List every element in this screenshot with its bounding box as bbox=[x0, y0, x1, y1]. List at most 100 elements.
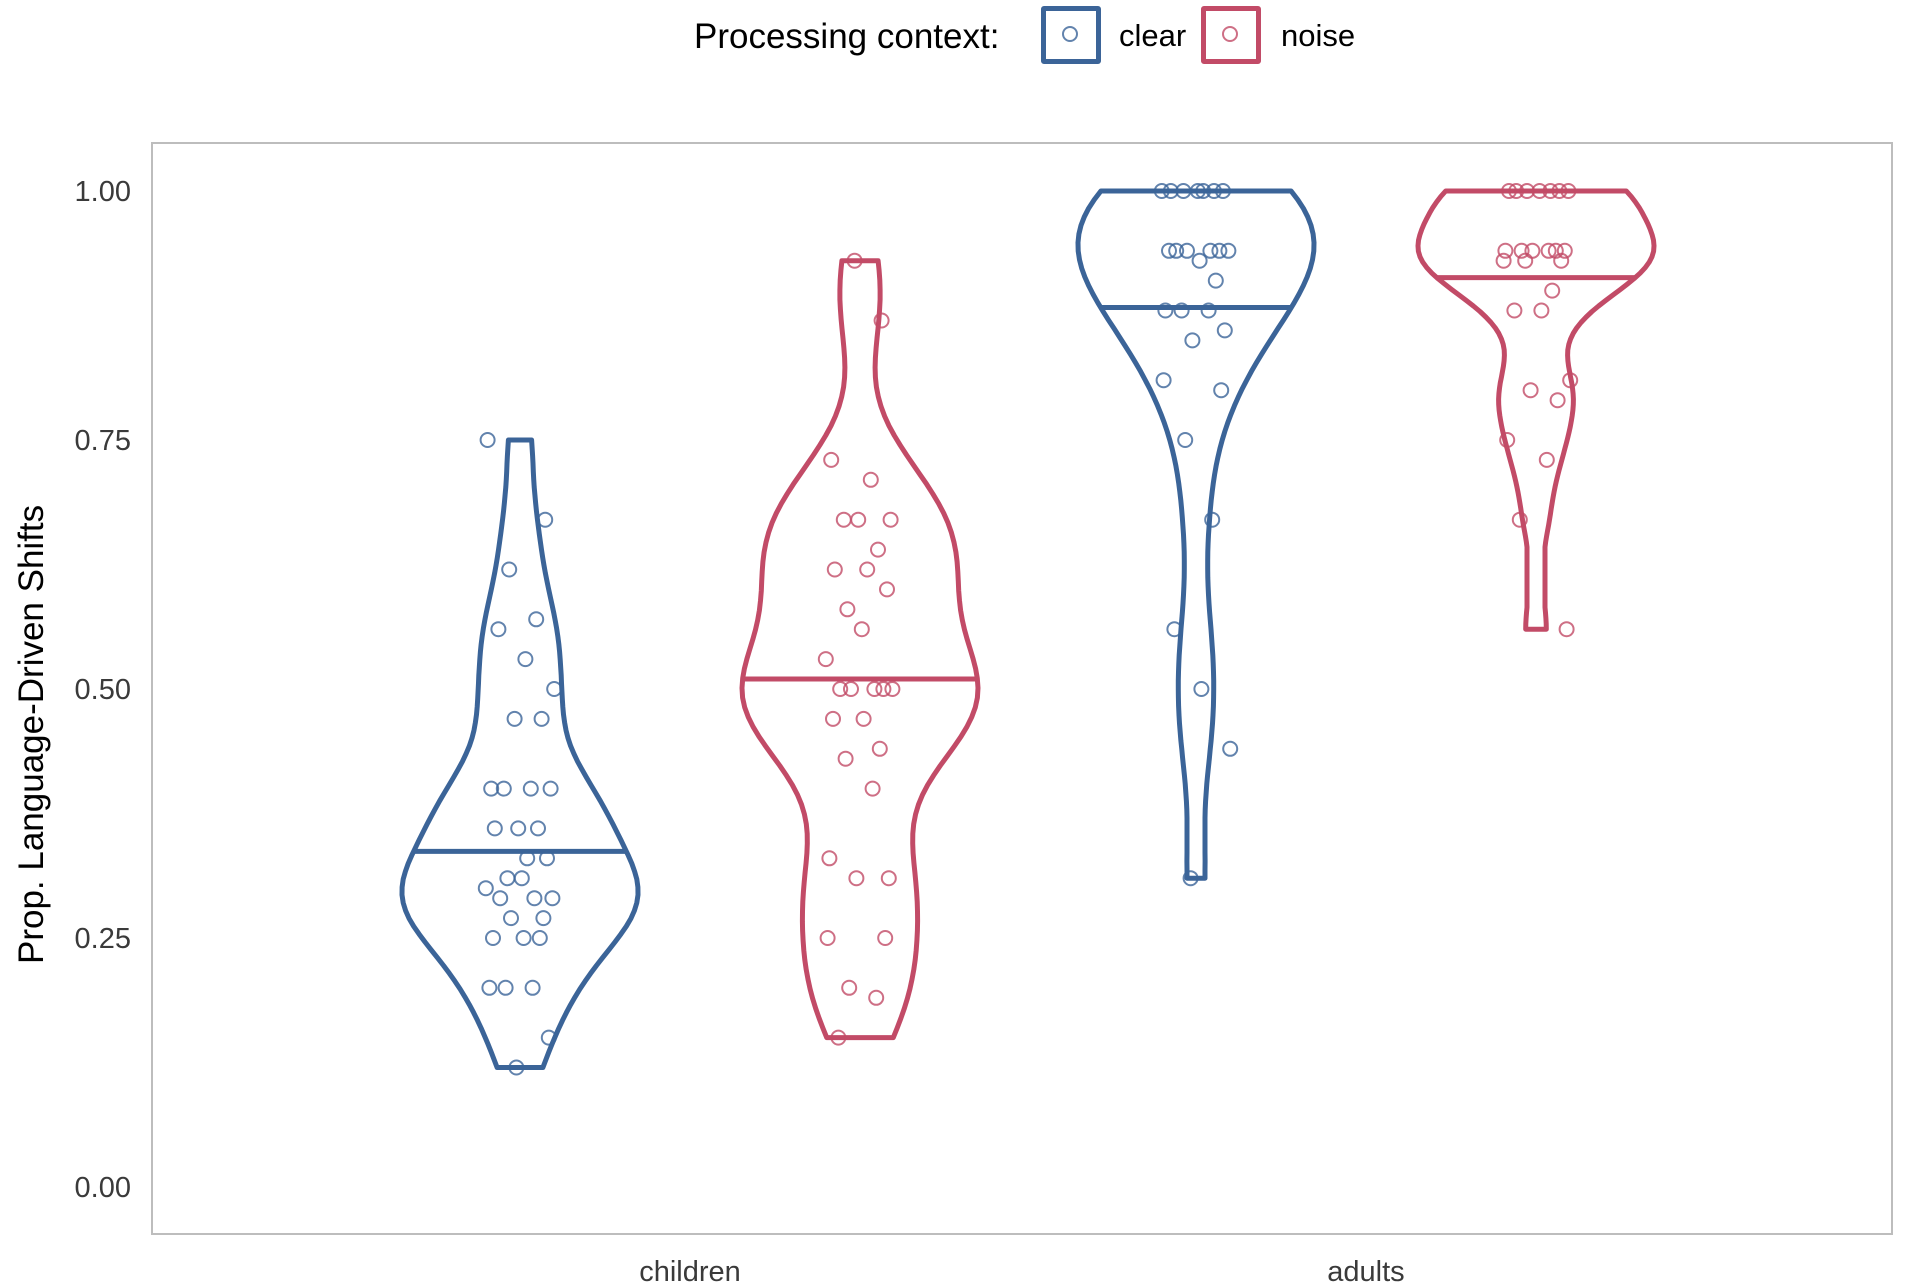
data-point-adults-clear bbox=[1182, 870, 1199, 887]
data-point-children-noise bbox=[864, 780, 881, 797]
data-point-adults-clear bbox=[1161, 242, 1177, 259]
data-point-children-noise bbox=[859, 561, 876, 578]
data-point-children-clear bbox=[485, 930, 501, 946]
data-point-children-noise bbox=[862, 471, 879, 488]
data-point-adults-noise bbox=[1551, 183, 1568, 199]
data-point-children-clear bbox=[528, 611, 545, 628]
legend-label-clear: clear bbox=[1119, 18, 1187, 53]
data-point-children-noise bbox=[846, 252, 863, 269]
data-point-children-noise bbox=[825, 710, 841, 727]
y-tick-label: 1.00 bbox=[75, 176, 131, 208]
data-point-children-noise bbox=[826, 561, 843, 578]
data-point-adults-noise bbox=[1538, 451, 1555, 468]
data-point-adults-clear bbox=[1157, 302, 1174, 319]
data-point-children-noise bbox=[855, 710, 872, 727]
violin-children-clear bbox=[399, 437, 641, 1070]
data-point-adults-noise bbox=[1542, 183, 1559, 199]
data-point-children-noise bbox=[873, 312, 890, 329]
data-point-children-clear bbox=[531, 930, 548, 946]
legend-key-noise bbox=[1201, 6, 1261, 64]
data-point-adults-noise bbox=[1531, 183, 1548, 199]
data-point-children-clear bbox=[546, 681, 563, 697]
data-point-adults-noise bbox=[1533, 302, 1550, 319]
data-point-adults-clear bbox=[1168, 242, 1185, 259]
data-point-adults-clear bbox=[1206, 183, 1222, 199]
data-point-adults-clear bbox=[1177, 432, 1194, 448]
data-point-children-noise bbox=[882, 511, 899, 528]
data-point-adults-clear bbox=[1204, 511, 1221, 528]
data-point-children-clear bbox=[524, 979, 541, 996]
data-point-adults-noise bbox=[1522, 382, 1539, 399]
data-point-adults-clear bbox=[1222, 740, 1239, 757]
data-point-adults-noise bbox=[1556, 242, 1573, 259]
data-point-adults-clear bbox=[1202, 242, 1219, 259]
data-point-children-noise bbox=[877, 930, 894, 946]
data-point-children-clear bbox=[539, 850, 555, 867]
data-point-adults-noise bbox=[1495, 252, 1512, 269]
data-point-adults-noise bbox=[1508, 183, 1525, 199]
data-point-adults-noise bbox=[1499, 432, 1516, 448]
data-point-children-noise bbox=[853, 621, 870, 638]
data-point-children-noise bbox=[880, 870, 897, 887]
data-point-adults-noise bbox=[1511, 511, 1528, 528]
data-point-children-noise bbox=[875, 681, 892, 697]
data-point-adults-noise bbox=[1506, 302, 1523, 319]
legend-title: Processing context: bbox=[694, 17, 1000, 56]
data-point-children-clear bbox=[517, 651, 534, 668]
data-point-children-clear bbox=[522, 780, 539, 797]
violin-adults-clear bbox=[1075, 188, 1317, 881]
data-point-children-noise bbox=[817, 651, 834, 668]
data-point-children-clear bbox=[490, 621, 507, 638]
data-point-children-noise bbox=[841, 979, 858, 996]
data-point-adults-clear bbox=[1216, 322, 1233, 339]
data-point-children-noise bbox=[879, 581, 895, 598]
data-point-adults-clear bbox=[1193, 681, 1210, 697]
data-point-adults-noise bbox=[1549, 392, 1566, 409]
data-point-children-clear bbox=[497, 979, 514, 996]
data-point-children-noise bbox=[871, 740, 888, 757]
data-point-adults-noise bbox=[1519, 183, 1535, 199]
data-point-children-clear bbox=[530, 820, 546, 837]
data-point-children-noise bbox=[848, 870, 865, 887]
y-tick-label: 0.25 bbox=[75, 923, 131, 955]
data-point-adults-clear bbox=[1211, 242, 1228, 259]
legend-label-noise: noise bbox=[1281, 18, 1356, 53]
data-point-children-noise bbox=[832, 681, 849, 697]
plot-panel bbox=[151, 142, 1893, 1235]
data-point-adults-noise bbox=[1501, 183, 1517, 199]
data-point-children-noise bbox=[823, 451, 840, 468]
data-point-adults-clear bbox=[1191, 252, 1208, 269]
violin-children-noise bbox=[739, 258, 981, 1041]
data-point-adults-clear bbox=[1220, 242, 1237, 259]
data-point-adults-noise bbox=[1553, 252, 1570, 269]
data-point-adults-clear bbox=[1184, 332, 1201, 349]
data-point-children-clear bbox=[486, 820, 503, 837]
x-tick-label: adults bbox=[1327, 1256, 1404, 1282]
data-point-adults-clear bbox=[1207, 272, 1224, 289]
data-point-children-noise bbox=[870, 541, 886, 558]
data-point-adults-clear bbox=[1213, 382, 1230, 399]
data-point-adults-noise bbox=[1562, 372, 1579, 389]
data-point-adults-clear bbox=[1162, 183, 1179, 199]
data-point-children-clear bbox=[506, 710, 523, 727]
data-point-children-clear bbox=[519, 850, 536, 867]
data-point-children-clear bbox=[477, 880, 494, 897]
data-point-children-clear bbox=[510, 820, 527, 837]
data-point-adults-clear bbox=[1179, 242, 1195, 259]
data-point-adults-clear bbox=[1153, 183, 1170, 199]
data-point-adults-clear bbox=[1195, 183, 1212, 199]
data-point-children-clear bbox=[492, 890, 509, 907]
data-point-children-clear bbox=[513, 870, 530, 887]
x-tick-label: children bbox=[639, 1256, 741, 1282]
y-tick-label: 0.50 bbox=[75, 674, 131, 706]
data-point-children-clear bbox=[495, 780, 512, 797]
violin-adults-noise bbox=[1415, 188, 1657, 632]
data-point-adults-noise bbox=[1497, 242, 1514, 259]
data-point-adults-clear bbox=[1155, 372, 1172, 389]
y-tick-label: 0.00 bbox=[75, 1172, 131, 1204]
data-point-adults-noise bbox=[1517, 252, 1534, 269]
data-point-children-clear bbox=[542, 780, 559, 797]
y-tick-label: 0.75 bbox=[75, 425, 131, 457]
data-point-children-clear bbox=[526, 890, 543, 907]
data-point-children-clear bbox=[535, 910, 552, 927]
